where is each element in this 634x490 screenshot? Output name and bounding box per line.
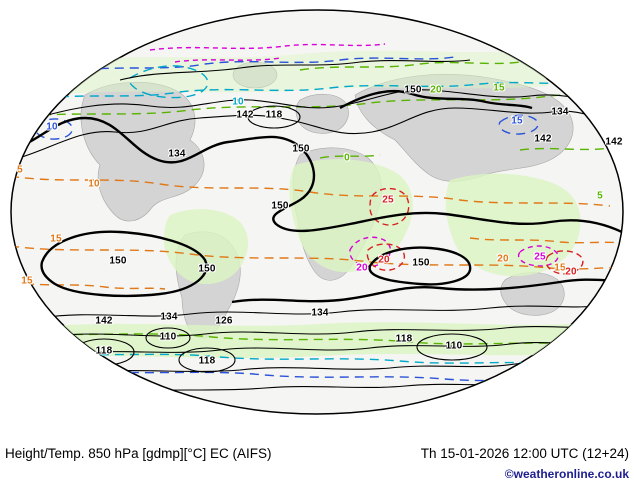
- caption-bar: Height/Temp. 850 hPa [gdmp][°C] EC (AIFS…: [0, 440, 634, 490]
- temp-contours-red: [366, 187, 584, 275]
- height-contours-150-thick: [11, 89, 623, 304]
- height-contours-thin: [11, 59, 623, 393]
- temp-contours-cyan: [29, 65, 586, 365]
- valid-datetime: Th 15-01-2026 12:00 UTC (12+24): [420, 446, 629, 461]
- copyright-link[interactable]: ©weatheronline.co.uk: [504, 467, 629, 481]
- europe-landmass: [295, 93, 349, 134]
- shade-south-america: [163, 209, 249, 285]
- map-canvas: [10, 9, 624, 415]
- temp-contours-magenta: [149, 43, 559, 268]
- chart-title: Height/Temp. 850 hPa [gdmp][°C] EC (AIFS…: [5, 446, 272, 461]
- shade-se-asia: [445, 173, 581, 277]
- weather-map: 150 20 142 118 134 142 142 134 150 150 150 150 150 13…: [10, 9, 624, 415]
- asia-landmass: [354, 74, 574, 182]
- caption-right: Th 15-01-2026 12:00 UTC (12+24) ©weather…: [421, 446, 629, 481]
